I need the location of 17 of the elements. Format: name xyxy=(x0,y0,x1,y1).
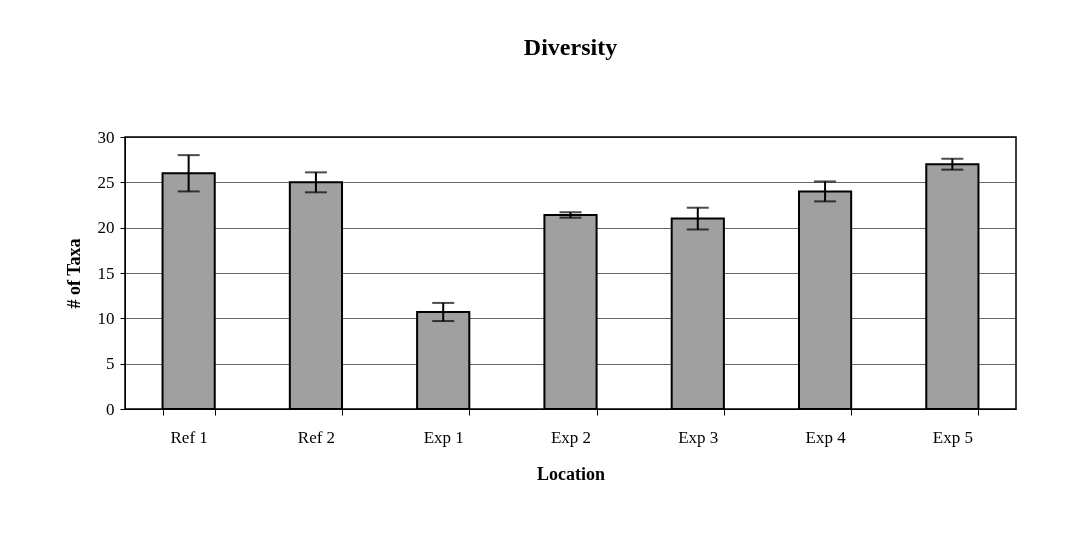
x-tick-label: Exp 2 xyxy=(550,427,592,447)
x-tick-label: Ref 1 xyxy=(170,427,208,447)
chart-title: Diversity xyxy=(523,34,618,60)
y-tick-label: 0 xyxy=(106,399,115,419)
y-tick-label: 10 xyxy=(97,308,115,328)
y-axis-title: # of Taxa xyxy=(63,238,84,309)
x-tick-label: Exp 3 xyxy=(678,427,719,447)
x-tick-label: Ref 2 xyxy=(297,427,336,447)
x-tick-label: Exp 1 xyxy=(423,427,464,447)
y-tick-label: 5 xyxy=(106,354,115,374)
x-axis-title: Location xyxy=(536,463,606,484)
y-tick-label: 20 xyxy=(97,218,115,238)
y-tick-label: 15 xyxy=(97,263,115,283)
x-tick-label: Exp 5 xyxy=(932,427,973,447)
y-tick-label: 25 xyxy=(97,172,115,192)
x-tick-label: Exp 4 xyxy=(805,427,847,447)
y-tick-label: 30 xyxy=(97,127,115,147)
